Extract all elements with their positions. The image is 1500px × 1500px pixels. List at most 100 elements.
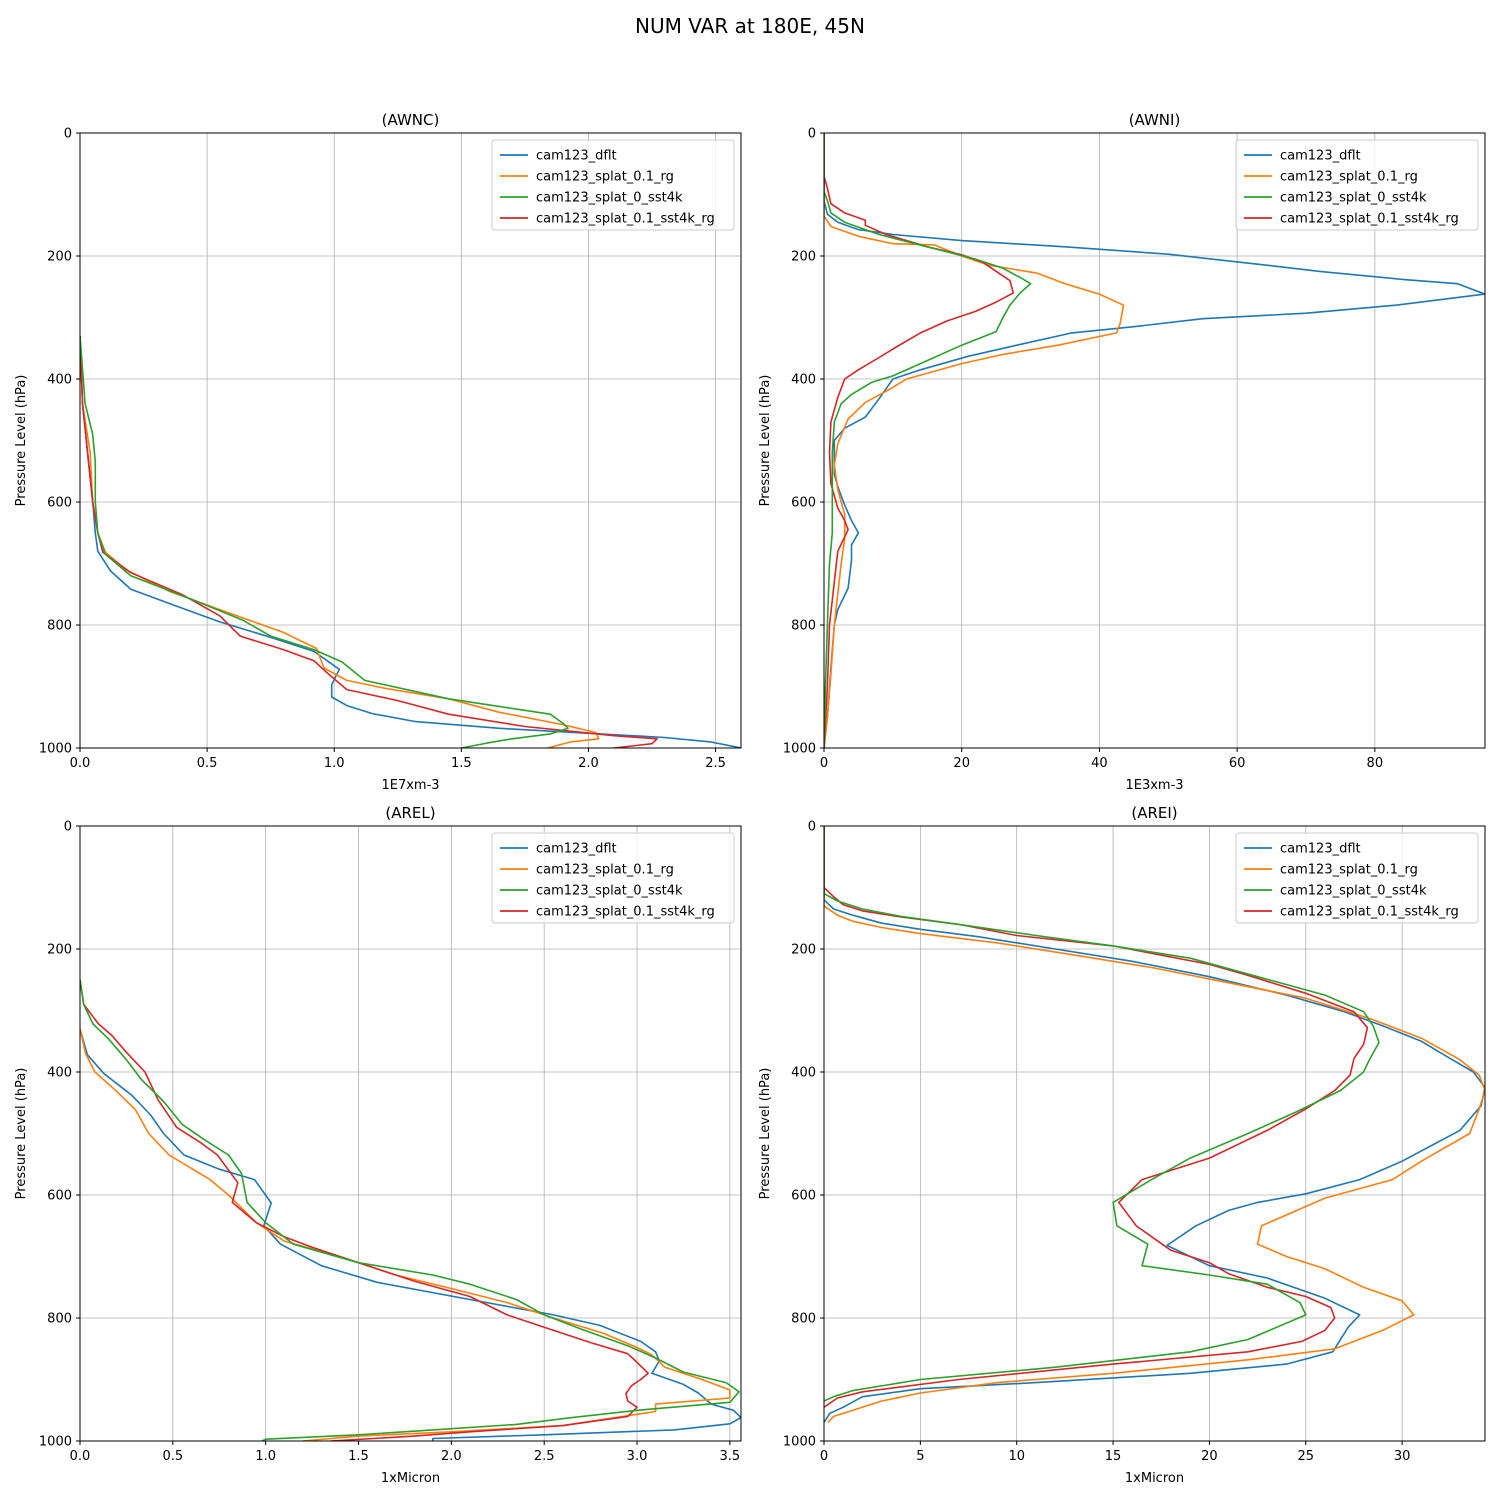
- legend-entry: cam123_splat_0.1_sst4k_rg: [536, 212, 715, 227]
- y-tick-label: 1000: [39, 742, 72, 757]
- x-tick-label: 10: [1008, 1449, 1025, 1464]
- series-line-cam123_splat_0.1_rg: [80, 335, 600, 748]
- y-tick-label: 0: [808, 820, 816, 835]
- series-line-cam123_splat_0_sst4k: [80, 335, 569, 748]
- y-tick-label: 200: [47, 943, 72, 958]
- x-tick-label: 2.0: [441, 1449, 462, 1464]
- x-tick-label: 3.5: [720, 1449, 741, 1464]
- legend-entry: cam123_splat_0_sst4k: [1280, 884, 1427, 899]
- x-axis-label: 1E7xm-3: [381, 778, 439, 793]
- y-tick-label: 200: [791, 250, 816, 265]
- y-tick-label: 0: [808, 127, 816, 142]
- chart-panel-3: 0.0 0.5 1.0 1.5 2.0 2.5 3.0 3.5 0 200 400 600 800 100…: [14, 804, 742, 1486]
- legend-box: [1235, 139, 1479, 231]
- y-tick-label: 400: [791, 1066, 816, 1081]
- y-tick-label: 1000: [39, 1435, 72, 1450]
- x-tick-label: 2.0: [578, 756, 599, 771]
- panel-title: (AREI): [1131, 804, 1177, 822]
- x-tick-label: 25: [1298, 1449, 1315, 1464]
- x-tick-label: 1.0: [255, 1449, 276, 1464]
- y-tick-label: 600: [47, 1189, 72, 1204]
- x-tick-label: 15: [1105, 1449, 1122, 1464]
- figure-title: NUM VAR at 180E, 45N: [635, 14, 865, 38]
- y-tick-label: 200: [791, 943, 816, 958]
- x-tick-label: 60: [1229, 756, 1246, 771]
- legend-entry: cam123_splat_0.1_sst4k_rg: [536, 905, 715, 920]
- y-tick-label: 0: [64, 127, 72, 142]
- y-tick-label: 400: [47, 1066, 72, 1081]
- x-tick-label: 1.5: [451, 756, 472, 771]
- legend-entry: cam123_splat_0_sst4k: [1280, 191, 1427, 206]
- x-tick-label: 1.5: [348, 1449, 369, 1464]
- series-line-cam123_splat_0.1_rg: [824, 826, 1485, 1424]
- x-tick-label: 80: [1367, 756, 1384, 771]
- y-tick-label: 800: [47, 1312, 72, 1327]
- plot-frame: [79, 132, 742, 749]
- legend-entry: cam123_splat_0_sst4k: [536, 884, 683, 899]
- series-line-cam123_splat_0.1_sst4k_rg: [80, 335, 658, 748]
- legend-box: [491, 139, 735, 231]
- legend-entry: cam123_splat_0.1_sst4k_rg: [1280, 212, 1459, 227]
- legend-entry: cam123_dflt: [1280, 842, 1361, 857]
- x-tick-label: 20: [1201, 1449, 1218, 1464]
- plot-frame: [823, 132, 1486, 749]
- legend-entry: cam123_splat_0.1_rg: [1280, 863, 1418, 878]
- series-line-cam123_splat_0_sst4k: [80, 979, 740, 1441]
- series-line-cam123_splat_0.1_sst4k_rg: [824, 133, 1015, 748]
- x-axis-label: 1E3xm-3: [1125, 778, 1183, 793]
- chart-panel-2: 0 20 40 60 80020040060080010001E3xm-3Pressur…: [758, 111, 1486, 793]
- panel-title: (AREL): [385, 804, 435, 822]
- legend-box: [1235, 832, 1479, 924]
- panel-title: (AWNI): [1129, 111, 1181, 129]
- plot-frame: [823, 825, 1486, 1442]
- y-axis-label: Pressure Level (hPa): [758, 375, 773, 507]
- y-tick-label: 600: [791, 496, 816, 511]
- series-line-cam123_dflt: [824, 826, 1485, 1423]
- series-line-cam123_splat_0_sst4k: [824, 826, 1380, 1402]
- x-tick-label: 5: [916, 1449, 924, 1464]
- series-line-cam123_splat_0.1_rg: [80, 1028, 731, 1441]
- series-line-cam123_splat_0.1_sst4k_rg: [824, 826, 1369, 1408]
- legend-entry: cam123_splat_0.1_rg: [1280, 170, 1418, 185]
- y-tick-label: 800: [791, 1312, 816, 1327]
- x-tick-label: 0: [820, 1449, 828, 1464]
- series-line-cam123_dflt: [824, 133, 1485, 748]
- x-axis-label: 1xMicron: [381, 1471, 440, 1486]
- x-tick-label: 0.5: [197, 756, 218, 771]
- x-tick-label: 0.0: [70, 756, 91, 771]
- legend-entry: cam123_splat_0.1_rg: [536, 863, 674, 878]
- x-tick-label: 3.0: [627, 1449, 648, 1464]
- y-tick-label: 800: [791, 619, 816, 634]
- legend-entry: cam123_splat_0.1_rg: [536, 170, 674, 185]
- series-line-cam123_splat_0.1_sst4k_rg: [80, 979, 649, 1441]
- legend-entry: cam123_dflt: [1280, 149, 1361, 164]
- y-tick-label: 600: [791, 1189, 816, 1204]
- x-tick-label: 2.5: [705, 756, 726, 771]
- x-tick-label: 2.5: [534, 1449, 555, 1464]
- series-line-cam123_dflt: [80, 1028, 741, 1441]
- x-tick-label: 20: [953, 756, 970, 771]
- legend-entry: cam123_dflt: [536, 149, 617, 164]
- x-tick-label: 0.5: [162, 1449, 183, 1464]
- series-line-cam123_splat_0_sst4k: [824, 133, 1032, 748]
- plot-frame: [79, 825, 742, 1442]
- y-tick-label: 0: [64, 820, 72, 835]
- x-axis-label: 1xMicron: [1125, 1471, 1184, 1486]
- y-tick-label: 600: [47, 496, 72, 511]
- y-tick-label: 200: [47, 250, 72, 265]
- y-axis-label: Pressure Level (hPa): [758, 1068, 773, 1200]
- legend-box: [491, 832, 735, 924]
- panel-title: (AWNC): [382, 111, 440, 129]
- chart-panel-1: 0.0 0.5 1.0 1.5 2.0 2.5 0 200 400 600 800 1000 1E7xm…: [14, 111, 742, 793]
- y-tick-label: 800: [47, 619, 72, 634]
- x-tick-label: 40: [1091, 756, 1108, 771]
- legend-entry: cam123_splat_0.1_sst4k_rg: [1280, 905, 1459, 920]
- y-tick-label: 1000: [783, 742, 816, 757]
- x-tick-label: 0: [820, 756, 828, 771]
- x-tick-label: 30: [1394, 1449, 1411, 1464]
- y-axis-label: Pressure Level (hPa): [14, 375, 29, 507]
- y-tick-label: 400: [791, 373, 816, 388]
- x-tick-label: 1.0: [324, 756, 345, 771]
- series-line-cam123_splat_0.1_rg: [824, 133, 1125, 748]
